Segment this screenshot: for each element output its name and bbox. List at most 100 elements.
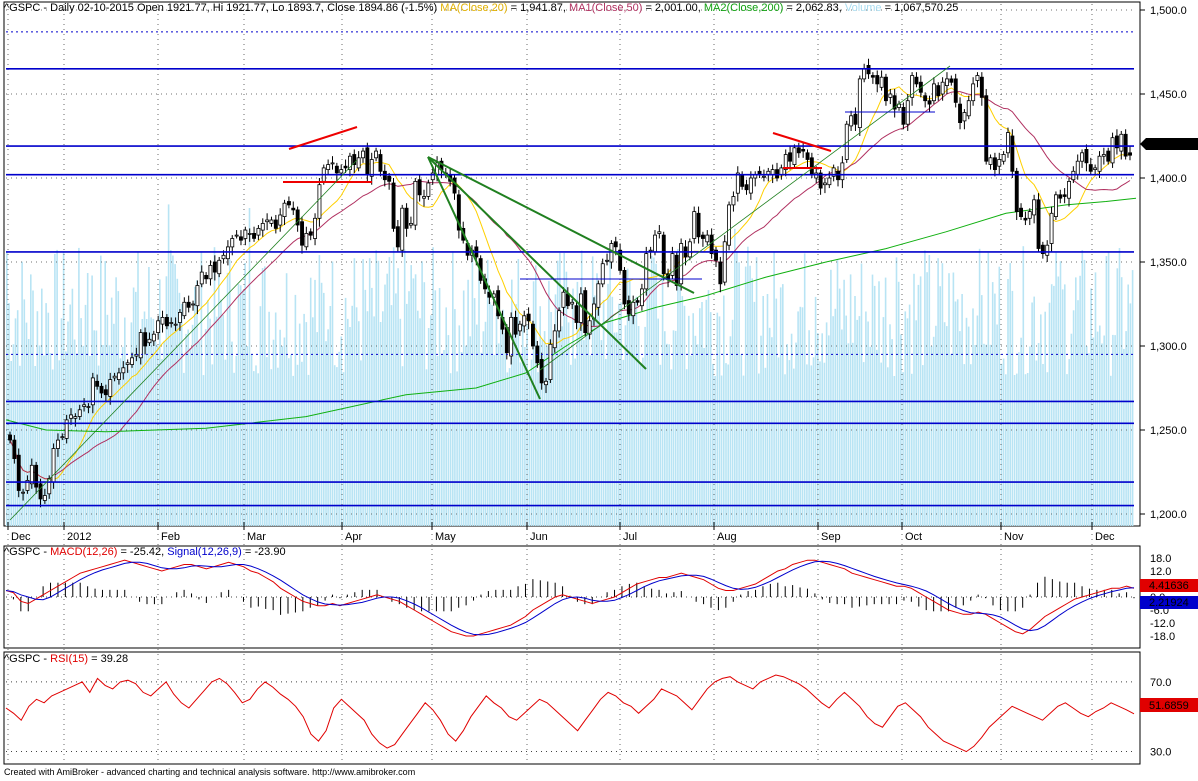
- volume-bar: [511, 279, 513, 526]
- candle-body: [382, 170, 387, 181]
- candle-body: [640, 288, 644, 307]
- volume-bar: [318, 255, 321, 526]
- volume-bar: [283, 337, 286, 526]
- candle-body: [718, 261, 723, 285]
- candle-body: [125, 362, 130, 365]
- volume-bar: [159, 279, 161, 526]
- ma200-label: MA2(Close,200): [703, 2, 784, 14]
- volume-bar: [1044, 311, 1046, 526]
- macd-header: ^GSPC - MACD(12,26) = -25.42, Signal(12,…: [4, 546, 286, 558]
- volume-bar: [106, 314, 109, 526]
- volume-value: = 1,067,570.25: [884, 2, 959, 14]
- candle-body: [47, 478, 52, 495]
- volume-bar: [209, 318, 211, 526]
- volume-bar: [460, 352, 463, 526]
- month-label: Jun: [530, 531, 548, 543]
- candle-body: [988, 157, 993, 165]
- candle-body: [365, 147, 370, 176]
- volume-bar: [497, 343, 500, 526]
- candle-body: [644, 253, 649, 290]
- candle-body: [574, 305, 579, 323]
- volume-bar: [325, 341, 327, 526]
- volume-bar: [1118, 248, 1121, 526]
- ma200-line: [5, 197, 1137, 433]
- candle-body: [596, 283, 601, 308]
- price-gridlines: [6, 4, 1134, 764]
- month-label: Dec: [1095, 531, 1115, 543]
- candle-body: [64, 419, 69, 439]
- volume-bar: [1096, 331, 1099, 526]
- candle-body: [339, 169, 344, 174]
- volume-bar: [373, 316, 375, 526]
- candle-body: [796, 147, 801, 154]
- volume-bar: [395, 293, 397, 526]
- candle-body: [1110, 137, 1115, 164]
- volume-bar: [333, 365, 336, 526]
- signal-last-label: 2.21924: [1149, 597, 1189, 609]
- volume-bar: [1042, 364, 1044, 526]
- candle-body: [570, 301, 575, 305]
- volume-bar: [526, 325, 528, 526]
- volume-bar: [410, 265, 412, 526]
- rsi-line: [5, 674, 1135, 753]
- candle-body: [69, 414, 73, 419]
- volume-bar: [902, 372, 904, 526]
- volume-bar: [277, 367, 279, 526]
- volume-bar: [294, 294, 297, 526]
- volume-bar: [178, 292, 181, 526]
- price-header: ^GSPC - Daily 02-10-2015 Open 1921.77, H…: [4, 2, 959, 14]
- volume-bar: [388, 257, 391, 526]
- volume-bar: [882, 317, 885, 526]
- volume-bar: [202, 375, 205, 526]
- candle-body: [82, 404, 87, 407]
- volume-bar: [419, 318, 421, 526]
- volume-bar: [314, 279, 316, 526]
- candle-body: [1084, 148, 1089, 164]
- volume-bar: [965, 317, 968, 526]
- volume-bar: [1103, 335, 1105, 526]
- volume-bar: [213, 247, 216, 526]
- volume-bar: [307, 374, 310, 526]
- price-tick-label: 1,450.0: [1150, 89, 1187, 101]
- volume-bar: [183, 372, 185, 526]
- volume-bar: [152, 318, 155, 526]
- volume-bar: [701, 302, 703, 526]
- volume-bar: [38, 345, 41, 526]
- volume-bar: [150, 317, 152, 526]
- candle-body: [230, 238, 235, 248]
- volume-bar: [399, 318, 402, 526]
- candle-body: [130, 357, 134, 365]
- volume-bar: [576, 281, 579, 526]
- volume-bar: [688, 315, 690, 526]
- macd-tick-label: 12.0: [1150, 566, 1171, 578]
- volume-bar: [1040, 314, 1042, 526]
- rsi-symbol: ^GSPC -: [4, 653, 48, 665]
- candle-body: [1097, 155, 1102, 172]
- trend-line: [772, 132, 832, 152]
- volume-bar: [849, 274, 852, 526]
- candle-body: [169, 322, 174, 324]
- volume-bar: [922, 365, 924, 526]
- volume-bar: [871, 274, 874, 526]
- ma50-line: [9, 91, 1131, 480]
- candle-body: [160, 316, 165, 325]
- candle-body: [631, 301, 636, 317]
- volume-bar: [954, 301, 957, 526]
- candle-body: [953, 78, 958, 103]
- volume-bar: [170, 250, 172, 526]
- volume-bar: [517, 259, 520, 526]
- candle-body: [801, 148, 806, 152]
- volume-bar: [998, 266, 1001, 526]
- candle-body: [775, 169, 779, 179]
- candle-body: [286, 201, 291, 206]
- candle-body: [1093, 167, 1098, 170]
- month-label: Feb: [161, 531, 180, 543]
- volume-bar: [565, 271, 568, 526]
- volume-bar: [198, 341, 200, 526]
- volume-bar: [480, 352, 482, 526]
- volume-bar: [200, 251, 203, 526]
- candle-body: [579, 293, 583, 323]
- volume-bar: [519, 362, 522, 526]
- candle-body: [932, 83, 936, 102]
- volume-bar: [270, 369, 273, 526]
